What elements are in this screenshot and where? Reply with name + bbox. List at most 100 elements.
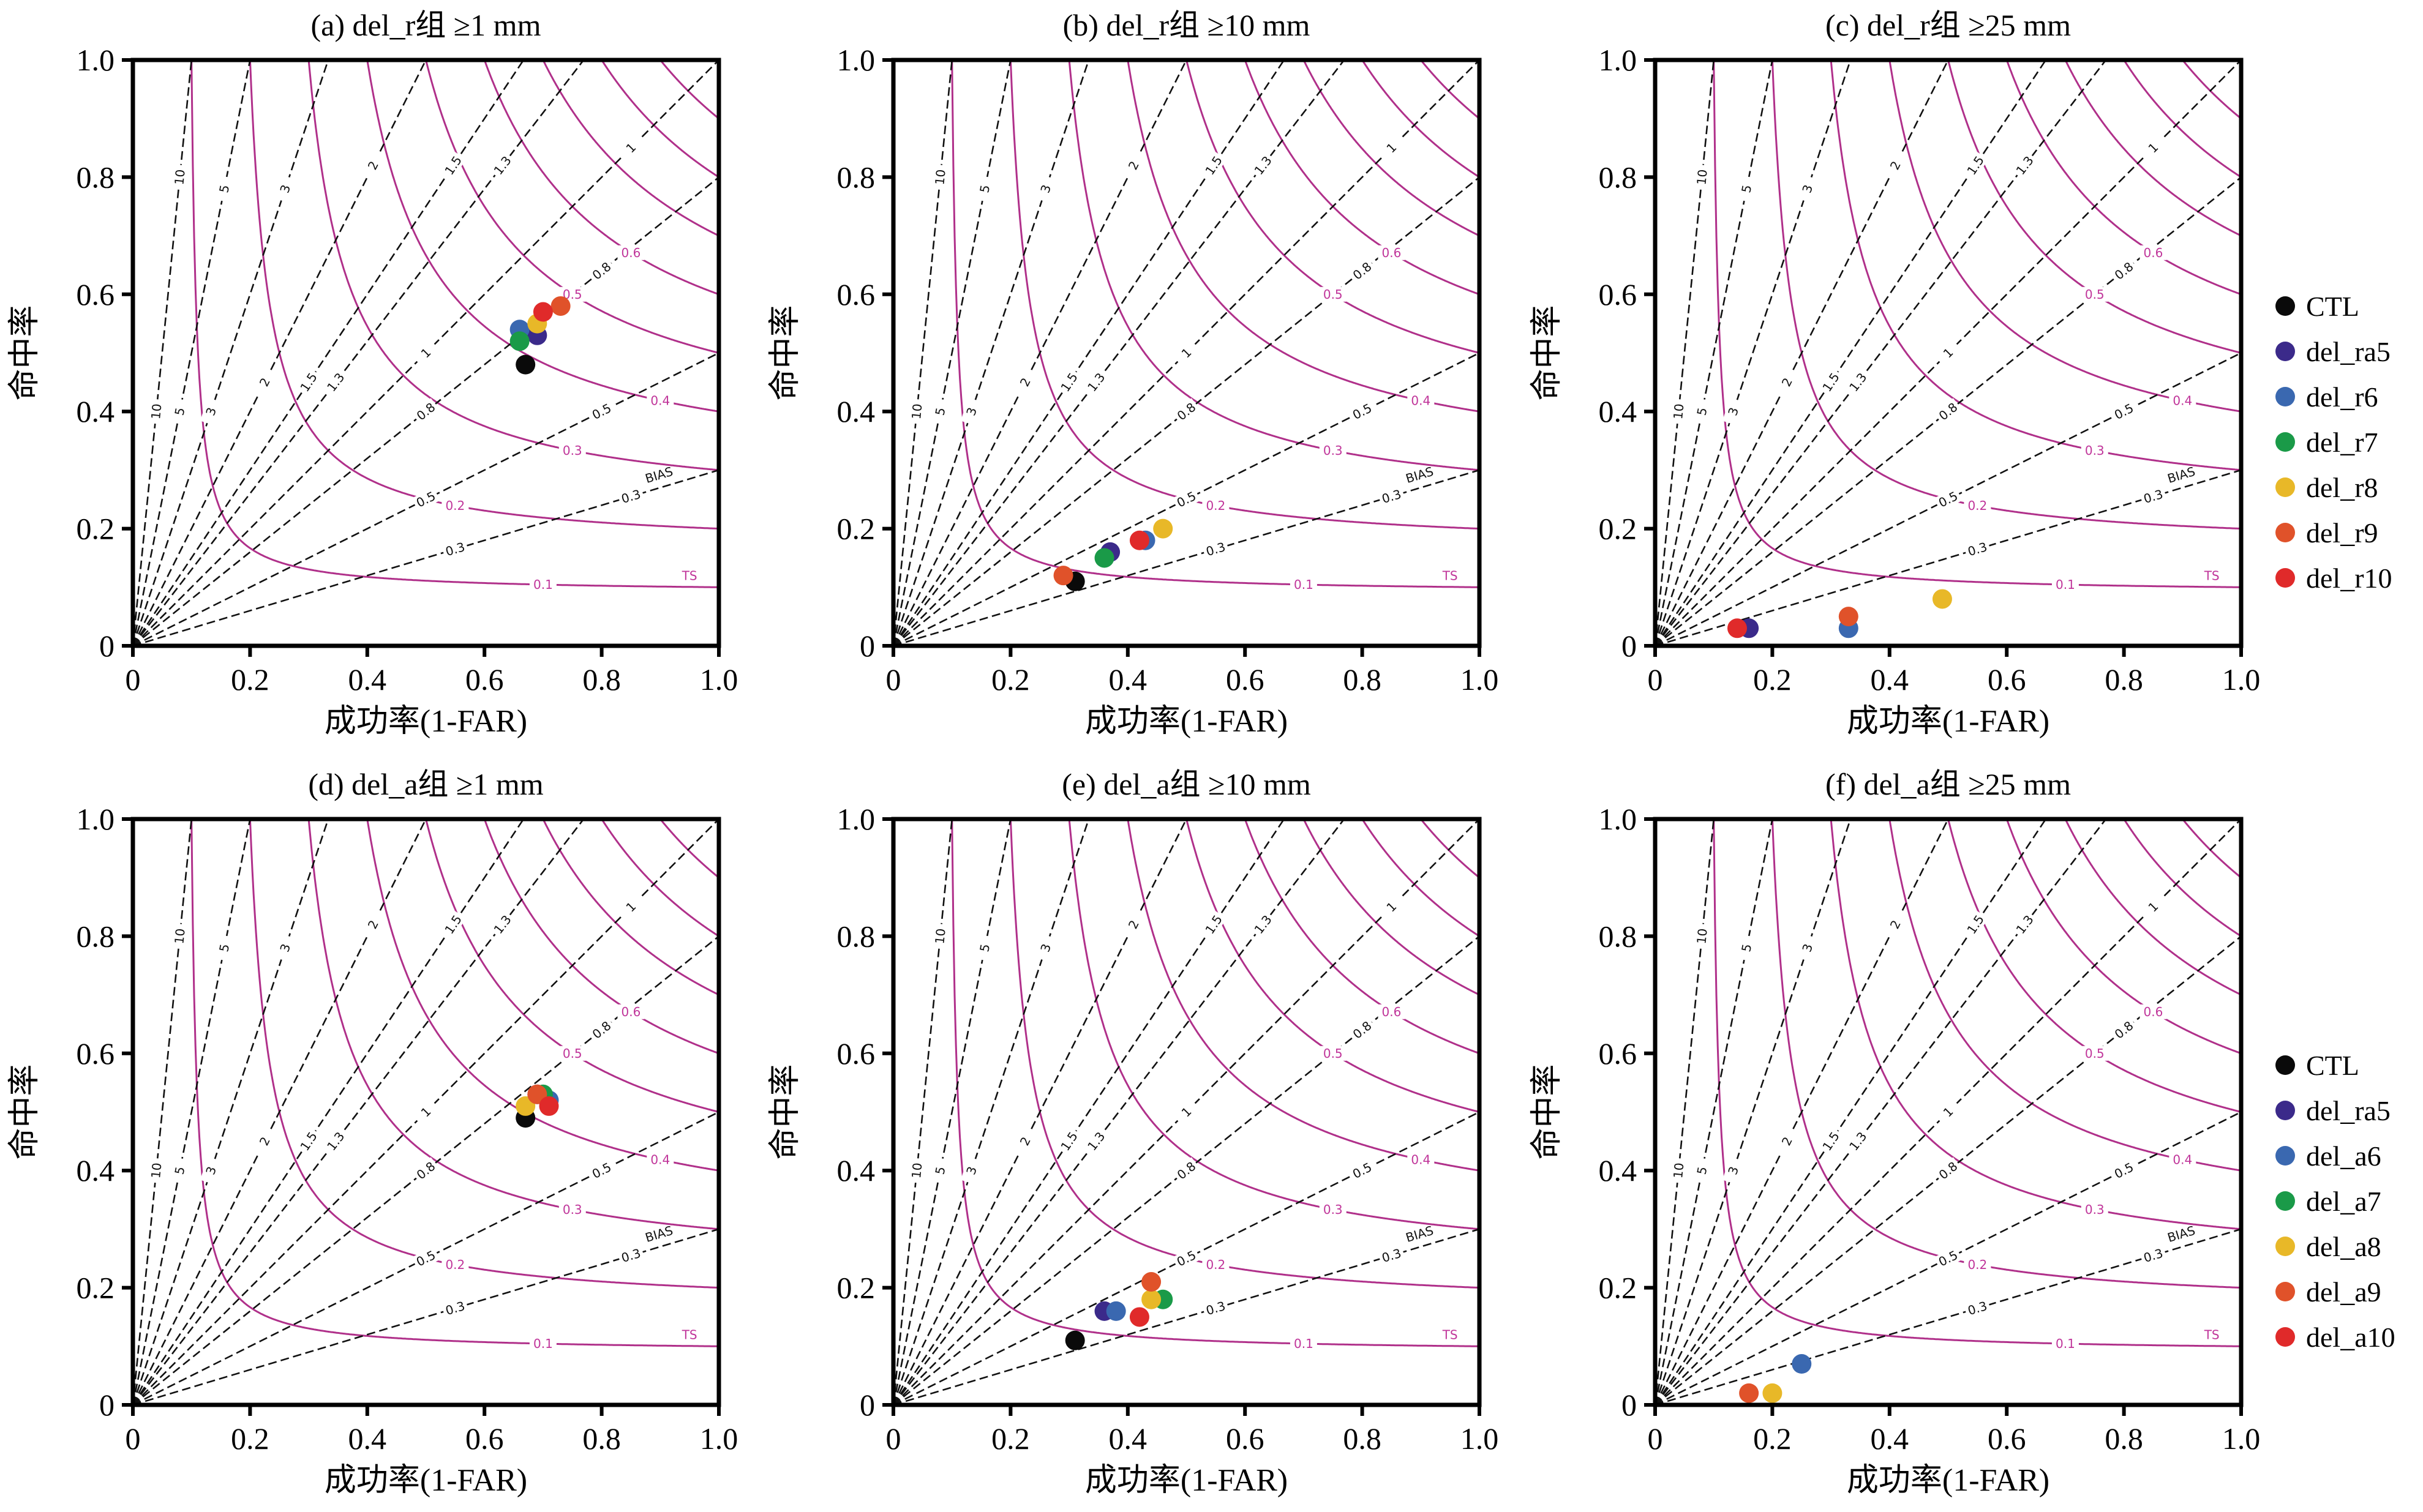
ts-label: 0.5 [1323,287,1343,302]
y-tick-label: 0.4 [77,1153,115,1188]
legend-marker-del_a9 [2275,1282,2295,1301]
y-tick-label: 0.2 [77,1271,115,1305]
bias-line-10 [893,60,953,646]
y-tick-label: 0 [99,1388,115,1422]
data-point-del_r9 [550,296,571,316]
bias-line-5 [893,60,1012,646]
bias-label: 5 [933,406,949,417]
legend-marker-del_r9 [2275,523,2295,542]
y-tick-label: 0.8 [1599,919,1637,953]
bias-line-1.3 [1655,819,2107,1405]
bias-line-1.3 [893,819,1345,1405]
legend-del_r: CTL del_ra5 del_r6 del_r7 del_r8 del_r9 del_r1… [2275,291,2392,594]
y-tick-label: 0 [1621,629,1637,663]
y-tick-label: 0.8 [77,160,115,194]
x-tick-label: 0.8 [582,1421,621,1456]
ts-contour-0.7 [2064,819,2241,996]
legend-marker-del_a6 [2275,1146,2295,1166]
ts-contour-0.1 [951,60,1479,588]
y-tick-label: 0.4 [837,394,876,429]
bias-label: 10 [932,169,948,186]
ts-label: 0.4 [1411,393,1430,408]
ts-label: 0.6 [622,245,641,260]
y-tick-label: 1.0 [77,802,115,836]
legend-item: del_a7 [2275,1186,2381,1217]
bias-line-5 [133,60,251,646]
bias-line-3 [1655,819,1852,1405]
legend-item: del_r10 [2275,563,2392,594]
legend-label: del_a8 [2306,1231,2381,1262]
legend-label: del_r10 [2306,563,2392,594]
x-tick-label: 1.0 [2222,1421,2261,1456]
data-point-del_a6 [1792,1354,1812,1374]
bias-label: 0.3 [1380,1246,1403,1265]
x-tick-label: 0.4 [348,662,387,697]
legend-marker-del_ra5 [2275,342,2295,361]
panel-title: (c) del_r组 ≥25 mm [1825,8,2071,42]
y-axis-label: 命中率 [1529,305,1565,400]
ts-label: 0.1 [1294,1336,1313,1351]
x-tick-label: 0.4 [348,1421,387,1456]
y-tick-label: 0.6 [837,277,876,312]
y-tick-label: 0 [860,629,875,663]
y-tick-label: 0.8 [1599,160,1637,194]
ts-contour-0.1 [1713,819,2241,1347]
bias-label: 10 [148,403,164,420]
legend-item: del_a8 [2275,1231,2381,1262]
ts-contour-0.9 [2182,60,2241,119]
panel-d: 0.30.30.50.50.80.8111.31.31.51.522335510… [7,767,738,1498]
ts-contour-0.6 [2005,819,2241,1055]
ts-label: 0.6 [1382,245,1402,260]
panel-c: 0.30.30.50.50.80.8111.31.31.51.522335510… [1529,8,2260,739]
bias-label: 10 [148,1162,164,1179]
y-tick-label: 0.6 [77,1036,115,1071]
bias-label: 10 [1670,403,1686,420]
ts-label: 0.3 [1323,1202,1343,1217]
bias-label: 5 [933,1166,949,1176]
bias-label: 5 [1694,406,1710,417]
x-axis-label: 成功率(1-FAR) [1847,1463,2049,1498]
plot-frame [891,817,1482,1407]
y-tick-label: 1.0 [77,43,115,77]
bias-label: 10 [1694,928,1710,945]
x-tick-label: 0.6 [1226,662,1264,697]
x-axis-label: 成功率(1-FAR) [1085,1463,1288,1498]
x-tick-label: 0.6 [1988,662,2026,697]
ts-label: 0.1 [1294,577,1313,592]
data-point-del_a10 [539,1096,559,1116]
ts-label: 0.4 [2173,393,2192,408]
legend-marker-del_r10 [2275,568,2295,588]
ts-axis-name: TS [2204,1327,2220,1342]
panel-title: (d) del_a组 ≥1 mm [308,767,543,801]
bias-label: 10 [171,928,187,945]
bias-axis-name: BIAS [644,1223,675,1245]
ts-label: 0.3 [563,1202,582,1217]
bias-line-5 [1655,819,1773,1405]
y-tick-label: 0.2 [837,1271,876,1305]
bias-line-3 [133,60,329,646]
data-point-del_a10 [1129,1307,1149,1327]
bias-label: 0.3 [620,487,642,506]
y-tick-label: 0 [99,629,115,663]
legend-label: del_r7 [2306,427,2378,458]
bias-label: 10 [1694,169,1710,186]
y-tick-label: 0.4 [1599,394,1637,429]
y-axis-label: 命中率 [1529,1064,1565,1159]
plot-frame [130,58,721,648]
legend-label: del_a7 [2306,1186,2381,1217]
x-tick-label: 0.4 [1109,662,1148,697]
data-point-CTL [1065,1330,1085,1350]
legend-marker-del_r7 [2275,432,2295,452]
legend-label: del_ra5 [2306,1095,2391,1126]
x-tick-label: 0.2 [991,1421,1030,1456]
bias-axis-name: BIAS [1404,1223,1435,1245]
panel-e: 0.30.30.50.50.80.8111.31.31.51.522335510… [767,767,1498,1498]
bias-line-5 [893,819,1012,1405]
legend-marker-del_a8 [2275,1237,2295,1256]
x-axis-label: 成功率(1-FAR) [325,1463,527,1498]
y-tick-label: 1.0 [837,802,876,836]
legends: CTL del_ra5 del_r6 del_r7 del_r8 del_r9 del_r1… [2275,291,2395,1353]
ts-contour-0.8 [601,60,719,178]
bias-axis-name: BIAS [2166,1223,2197,1245]
